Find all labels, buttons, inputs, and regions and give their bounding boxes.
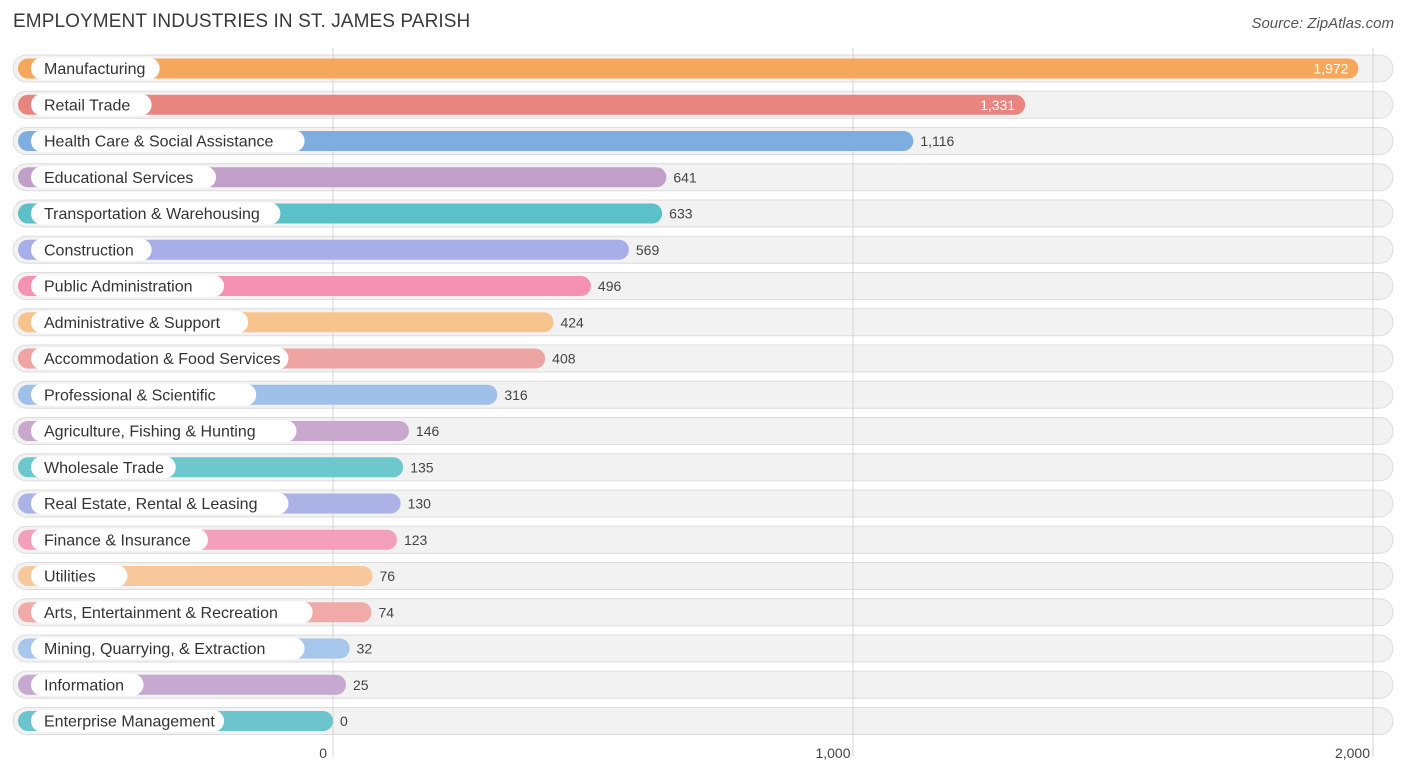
x-tick-label: 2,000 — [1335, 745, 1370, 761]
value-label: 316 — [504, 387, 528, 403]
category-label-pill — [31, 347, 289, 370]
category-label-pill — [31, 420, 297, 442]
category-label: Professional & Scientific — [44, 387, 216, 404]
category-label-pill — [31, 93, 152, 116]
bar-group[interactable]: Real Estate, Rental & Leasing 130 — [18, 492, 432, 515]
bar-group[interactable]: Utilities 76 — [18, 565, 395, 587]
category-label: Mining, Quarrying, & Extraction — [44, 641, 265, 658]
category-label-pill — [31, 492, 289, 515]
category-label: Administrative & Support — [44, 315, 221, 332]
value-label: 408 — [552, 351, 576, 367]
category-label: Enterprise Management — [44, 714, 215, 731]
value-label: 32 — [357, 641, 373, 657]
bar-group[interactable]: Administrative & Support 424 — [18, 311, 584, 334]
category-label: Information — [44, 677, 124, 694]
bar[interactable] — [18, 239, 629, 260]
bar-group[interactable]: Information 25 — [18, 673, 369, 696]
category-label: Public Administration — [44, 279, 193, 296]
value-label: 123 — [404, 532, 428, 548]
bar-group[interactable]: Mining, Quarrying, & Extraction 32 — [18, 637, 373, 660]
category-label: Wholesale Trade — [44, 460, 164, 477]
category-label-pill — [31, 528, 208, 551]
category-label-pill — [31, 565, 128, 587]
category-label-pill — [31, 275, 225, 297]
category-label-pill — [31, 130, 305, 152]
bar-group[interactable]: Wholesale Trade 135 — [18, 456, 434, 479]
value-label: 130 — [408, 496, 432, 512]
category-label-pill — [31, 710, 225, 732]
category-label-pill — [31, 166, 216, 189]
category-label: Accommodation & Food Services — [44, 351, 281, 368]
category-label: Manufacturing — [44, 61, 145, 78]
bar-group[interactable]: Manufacturing 1,972 — [18, 57, 1359, 80]
value-label: 496 — [598, 278, 622, 294]
bar-group[interactable]: Public Administration 496 — [18, 275, 621, 297]
row-background — [12, 634, 1394, 663]
bar-group[interactable]: Professional & Scientific 316 — [18, 383, 528, 406]
category-label-pill — [31, 238, 152, 261]
value-label: 424 — [560, 314, 584, 330]
category-label-pill — [31, 601, 313, 624]
category-label-pill — [31, 311, 249, 334]
bar-group[interactable]: Retail Trade 1,331 — [18, 93, 1026, 116]
category-label: Retail Trade — [44, 97, 130, 114]
bar-group[interactable]: Transportation & Warehousing 633 — [18, 202, 693, 225]
bar-group[interactable]: Arts, Entertainment & Recreation 74 — [18, 601, 394, 624]
value-label: 633 — [669, 206, 693, 222]
value-label: 569 — [636, 242, 660, 258]
chart-title: EMPLOYMENT INDUSTRIES IN ST. JAMES PARIS… — [13, 11, 471, 32]
category-label: Transportation & Warehousing — [44, 206, 260, 223]
row-background — [12, 707, 1394, 735]
category-label: Finance & Insurance — [44, 532, 191, 549]
category-label-pill — [31, 202, 281, 225]
bar-group[interactable]: Educational Services 641 — [18, 166, 697, 189]
bar-group[interactable]: Finance & Insurance 123 — [18, 528, 428, 551]
category-label: Health Care & Social Assistance — [44, 134, 274, 151]
bar-group[interactable]: Health Care & Social Assistance 1,116 — [18, 130, 955, 152]
category-label: Arts, Entertainment & Recreation — [44, 605, 278, 622]
bar[interactable] — [18, 58, 1359, 79]
bar-group[interactable]: Accommodation & Food Services 408 — [18, 347, 576, 370]
row-background — [12, 670, 1394, 699]
category-label-pill — [31, 637, 305, 660]
value-label: 1,972 — [1313, 61, 1348, 77]
value-label: 641 — [673, 169, 697, 185]
x-tick-label: 0 — [319, 745, 327, 761]
category-label-pill — [31, 456, 176, 479]
value-label: 0 — [340, 713, 348, 729]
category-label: Educational Services — [44, 170, 193, 187]
value-label: 146 — [416, 423, 440, 439]
category-label: Agriculture, Fishing & Hunting — [44, 424, 256, 441]
category-label: Utilities — [44, 569, 96, 586]
value-label: 76 — [380, 568, 396, 584]
bar-group[interactable]: Enterprise Management 0 — [18, 710, 348, 732]
bar[interactable] — [18, 94, 1026, 115]
category-label-pill — [31, 57, 160, 80]
value-label: 25 — [353, 677, 369, 693]
category-label-pill — [31, 383, 257, 406]
bar-group[interactable]: Agriculture, Fishing & Hunting 146 — [18, 420, 439, 442]
bar-group[interactable]: Construction 569 — [18, 238, 660, 261]
x-tick-label: 1,000 — [815, 745, 850, 761]
category-label: Real Estate, Rental & Leasing — [44, 496, 257, 513]
value-label: 74 — [378, 604, 394, 620]
value-label: 1,116 — [920, 133, 954, 149]
source-credit: Source: ZipAtlas.com — [1251, 15, 1394, 32]
category-label-pill — [31, 673, 144, 696]
value-label: 1,331 — [980, 97, 1015, 113]
category-label: Construction — [44, 242, 134, 259]
value-label: 135 — [410, 459, 434, 475]
